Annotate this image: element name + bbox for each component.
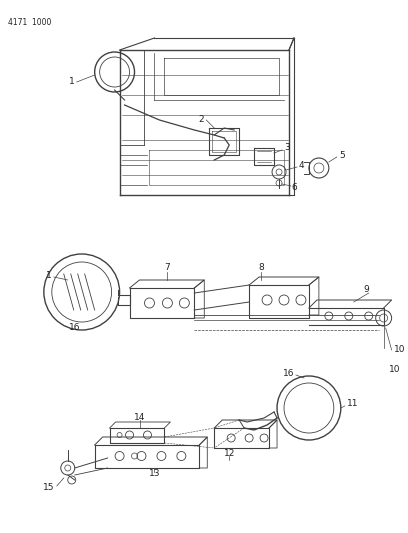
Text: 16: 16 — [282, 368, 294, 377]
Text: 3: 3 — [284, 143, 290, 152]
Text: 12: 12 — [224, 448, 235, 457]
Text: 16: 16 — [69, 324, 80, 333]
Text: 14: 14 — [134, 414, 145, 423]
Text: 1: 1 — [46, 271, 52, 279]
Text: 1: 1 — [69, 77, 75, 86]
Text: 15: 15 — [43, 483, 55, 492]
Text: 9: 9 — [363, 286, 369, 295]
Text: 10: 10 — [394, 345, 405, 354]
Text: 4171  1000: 4171 1000 — [8, 18, 51, 27]
Text: 5: 5 — [339, 150, 345, 159]
Text: 11: 11 — [347, 400, 358, 408]
Text: 13: 13 — [149, 470, 160, 479]
Text: 7: 7 — [164, 263, 170, 272]
Text: 6: 6 — [291, 183, 297, 192]
Text: 8: 8 — [258, 263, 264, 272]
Text: 4: 4 — [299, 160, 305, 169]
Text: 2: 2 — [199, 116, 204, 125]
Text: 10: 10 — [389, 366, 400, 375]
